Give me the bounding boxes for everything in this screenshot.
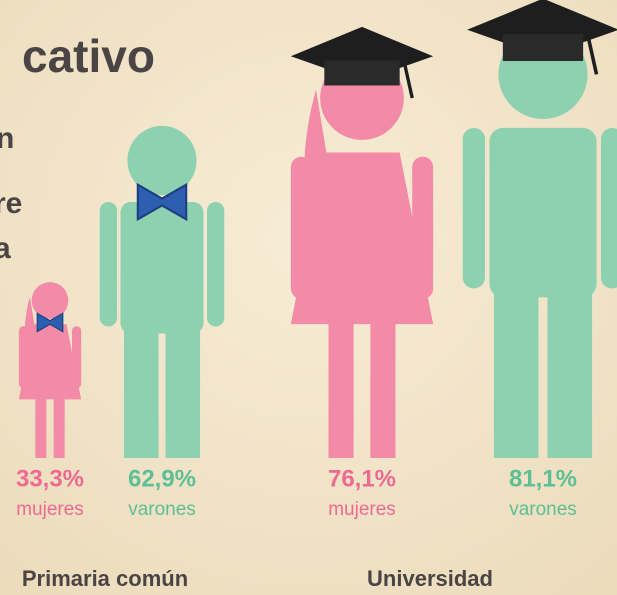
leg <box>123 329 159 458</box>
value-label: 62,9% <box>128 465 196 492</box>
category-label: mujeres <box>328 499 396 520</box>
head <box>31 282 69 319</box>
cap <box>502 34 584 62</box>
figure <box>462 0 617 458</box>
bow <box>136 182 188 222</box>
torso <box>120 201 204 334</box>
category-label: varones <box>509 499 577 520</box>
category-label: varones <box>128 499 196 520</box>
category-label: mujeres <box>16 499 84 520</box>
group-title: Primaria común <box>22 566 188 591</box>
arm <box>99 201 118 327</box>
arm <box>18 326 29 389</box>
group-title: Universidad <box>367 566 493 591</box>
leg <box>493 292 539 458</box>
leg <box>165 329 201 458</box>
title-line: a <box>0 232 11 265</box>
title-line: re <box>0 187 22 220</box>
title: cativo <box>22 30 155 82</box>
arm <box>600 127 617 289</box>
figure <box>18 282 82 458</box>
torso <box>489 127 597 298</box>
value-label: 33,3% <box>16 465 84 492</box>
bow <box>36 312 64 333</box>
arm <box>206 201 225 327</box>
figure <box>290 26 434 458</box>
arm <box>71 326 82 389</box>
head <box>127 125 197 196</box>
leg <box>53 397 65 458</box>
dress <box>290 152 434 325</box>
leg <box>547 292 593 458</box>
title-line: n <box>0 122 14 155</box>
value-label: 81,1% <box>509 465 577 492</box>
leg <box>328 319 354 458</box>
arm <box>462 127 486 289</box>
dress <box>18 324 82 400</box>
arm <box>290 156 312 299</box>
arm <box>412 156 434 299</box>
tassel <box>402 60 414 99</box>
value-label: 76,1% <box>328 465 396 492</box>
leg <box>35 397 47 458</box>
figure <box>99 125 225 458</box>
leg <box>370 319 396 458</box>
cap <box>324 60 400 86</box>
tassel <box>585 33 599 75</box>
